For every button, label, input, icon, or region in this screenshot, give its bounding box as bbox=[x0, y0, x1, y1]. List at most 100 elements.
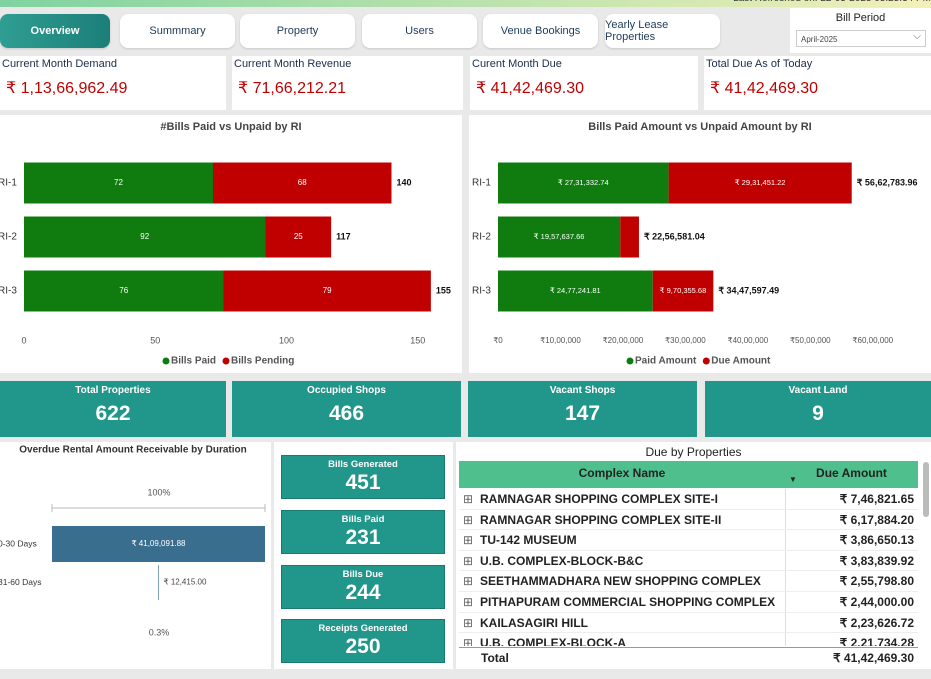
cell: ₹ 2,44,000.00 bbox=[839, 595, 914, 609]
nav-tab[interactable]: Yearly Lease Properties bbox=[605, 14, 720, 48]
card-label: Bills Due bbox=[342, 569, 384, 580]
bill-period-label: Bill Period bbox=[835, 12, 886, 24]
data-label: 68 bbox=[298, 178, 307, 187]
top-strip bbox=[0, 0, 931, 7]
x-tick-label: ₹40,00,000 bbox=[728, 336, 769, 345]
data-label: ₹ 19,57,637.66 bbox=[534, 232, 585, 241]
data-label: 92 bbox=[140, 232, 149, 241]
chart-title: Overdue Rental Amount Receivable by Dura… bbox=[19, 445, 246, 456]
column-header[interactable]: Complex Name bbox=[578, 466, 666, 480]
funnel-chart: Overdue Rental Amount Receivable by Dura… bbox=[0, 445, 266, 637]
funnel-bar bbox=[52, 526, 265, 562]
nav-tab[interactable]: Venue Bookings bbox=[483, 14, 598, 48]
total-label: 117 bbox=[336, 231, 351, 241]
x-tick-label: ₹0 bbox=[493, 336, 503, 345]
card-label: Bills Paid bbox=[341, 514, 385, 525]
table-body: ⊞ RAMNAGAR SHOPPING COMPLEX SITE-I ₹ 7,46,… bbox=[459, 489, 918, 646]
kpi-card: Current Month Revenue ₹ 71,66,212.21 bbox=[232, 56, 463, 110]
card-value: 244 bbox=[345, 581, 381, 604]
bar-segment bbox=[24, 270, 224, 312]
legend-label: Bills Paid bbox=[171, 356, 216, 367]
chart-title: Bills Paid Amount vs Unpaid Amount by RI bbox=[588, 121, 811, 133]
legend-label: Paid Amount bbox=[635, 356, 697, 367]
expand-icon[interactable]: ⊞ bbox=[463, 553, 474, 568]
category-label: 0-30 Days bbox=[0, 538, 37, 548]
kpi-label: Total Due As of Today bbox=[706, 58, 813, 70]
data-label: 79 bbox=[323, 286, 332, 295]
kpi-label: Current Month Demand bbox=[2, 58, 117, 70]
kpi-value: ₹ 41,42,469.30 bbox=[476, 80, 585, 97]
data-label: ₹ 12,415.00 bbox=[164, 578, 207, 587]
category-label: RI-1 bbox=[0, 178, 17, 189]
total-label: ₹ 34,47,597.49 bbox=[718, 285, 779, 295]
nav-tab[interactable]: Summmary bbox=[120, 14, 235, 48]
tile-label: Vacant Shops bbox=[549, 385, 616, 396]
expand-icon[interactable]: ⊞ bbox=[463, 492, 474, 506]
bar-segment bbox=[498, 270, 653, 312]
category-label: RI-3 bbox=[0, 286, 17, 297]
table-row: ⊞ PITHAPURAM COMMERCIAL SHOPPING COMPLEX ₹… bbox=[459, 592, 918, 613]
bar-segment bbox=[498, 216, 621, 258]
category-label: 31-60 Days bbox=[0, 577, 41, 587]
data-label: ₹ 41,09,091.88 bbox=[131, 539, 186, 548]
expand-icon[interactable]: ⊞ bbox=[463, 533, 474, 548]
expand-icon[interactable]: ⊞ bbox=[463, 595, 474, 609]
legend-swatch bbox=[222, 357, 230, 365]
summary-tile: Vacant Land 9 bbox=[705, 381, 931, 437]
column-header[interactable]: Due Amount bbox=[816, 466, 887, 480]
bill-period-select[interactable]: April-2025 ⌵ bbox=[796, 30, 926, 47]
expand-icon[interactable]: ⊞ bbox=[463, 615, 474, 630]
data-label: 76 bbox=[119, 286, 128, 295]
cell: RAMNAGAR SHOPPING COMPLEX SITE-I bbox=[480, 492, 719, 506]
legend-swatch bbox=[626, 357, 634, 365]
funnel-bar bbox=[158, 565, 159, 600]
sort-arrow: ▼ bbox=[789, 475, 797, 484]
cell: TU-142 MUSEUM bbox=[480, 533, 577, 548]
bar-segment bbox=[668, 162, 852, 204]
cell: U.B. COMPLEX-BLOCK-B&C bbox=[480, 553, 644, 568]
card-value: 250 bbox=[345, 635, 381, 658]
summary-tile: Occupied Shops 466 bbox=[232, 381, 461, 437]
card-value: 451 bbox=[345, 471, 381, 494]
table-row: ⊞ TU-142 MUSEUM ₹ 3,86,650.13 bbox=[459, 530, 918, 551]
data-label: ₹ 9,70,355.68 bbox=[660, 286, 706, 295]
column-divider bbox=[785, 489, 786, 646]
bar-segment bbox=[620, 216, 639, 258]
bar-segment bbox=[223, 270, 431, 312]
bar-chart: #Bills Paid vs Unpaid by RI 0 50 100 150 RI-1… bbox=[0, 121, 451, 367]
nav-tab[interactable]: Overview bbox=[0, 14, 110, 48]
data-label: ₹ 24,77,241.81 bbox=[550, 286, 601, 295]
bar-segment bbox=[265, 216, 332, 258]
bill-card: Bills Paid 231 bbox=[281, 510, 445, 554]
cell: KAILASAGIRI HILL bbox=[480, 615, 588, 630]
tile-value: 622 bbox=[95, 402, 131, 425]
x-tick-label: ₹50,00,000 bbox=[790, 336, 831, 345]
cell: ₹ 2,21,734.28 bbox=[839, 636, 914, 646]
x-tick-label: 50 bbox=[150, 335, 160, 345]
total-label: ₹ 56,62,783.96 bbox=[857, 177, 918, 187]
table-row: ⊞ U.B. COMPLEX-BLOCK-B&C ₹ 3,83,839.92 bbox=[459, 551, 918, 572]
chart-title: #Bills Paid vs Unpaid by RI bbox=[160, 121, 301, 133]
x-tick-label: 150 bbox=[410, 335, 425, 345]
table-total: Total ₹ 41,42,469.30 bbox=[459, 647, 918, 667]
cell: ₹ 3,83,839.92 bbox=[839, 553, 914, 568]
summary-tile: Total Properties 622 bbox=[0, 381, 226, 437]
expand-icon[interactable]: ⊞ bbox=[463, 512, 474, 527]
category-label: RI-1 bbox=[472, 178, 491, 189]
nav-tab[interactable]: Users bbox=[362, 14, 477, 48]
expand-icon[interactable]: ⊞ bbox=[463, 574, 474, 589]
data-label: 72 bbox=[114, 178, 123, 187]
x-tick-label: ₹30,00,000 bbox=[665, 336, 706, 345]
bar-segment bbox=[652, 270, 714, 312]
cell: Total bbox=[481, 651, 509, 665]
kpi-label: Curent Month Due bbox=[472, 58, 562, 70]
cell: PITHAPURAM COMMERCIAL SHOPPING COMPLEX bbox=[480, 595, 776, 609]
cell: ₹ 7,46,821.65 bbox=[839, 492, 914, 506]
x-tick-label: ₹60,00,000 bbox=[852, 336, 893, 345]
cell: ₹ 6,17,884.20 bbox=[839, 512, 914, 527]
cell: ₹ 3,86,650.13 bbox=[839, 533, 914, 548]
legend-swatch bbox=[702, 357, 710, 365]
expand-icon[interactable]: ⊞ bbox=[463, 636, 474, 646]
nav-tab[interactable]: Property bbox=[240, 14, 355, 48]
x-tick-label: ₹10,00,000 bbox=[540, 336, 581, 345]
